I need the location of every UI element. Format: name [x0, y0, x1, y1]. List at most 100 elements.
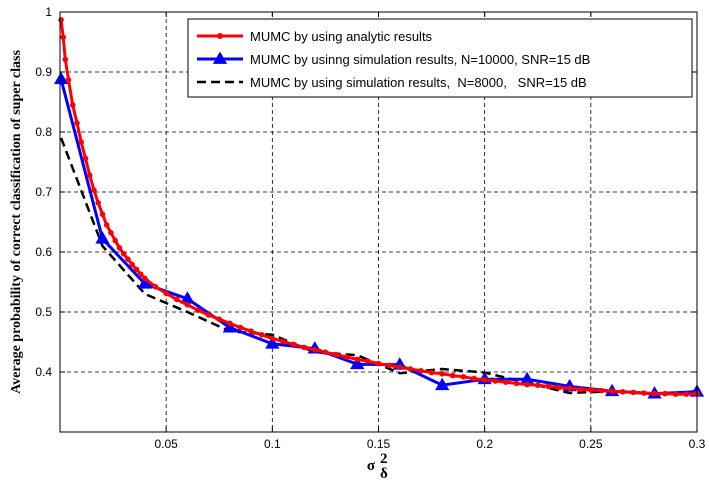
y-tick-labels: 0.4 0.5 0.6 0.7 0.8 0.9 1	[35, 5, 52, 379]
axis-ticks	[60, 11, 698, 432]
series-1-point	[683, 391, 690, 398]
series-1-point	[619, 389, 626, 395]
series-1-point	[125, 256, 131, 263]
legend-marker-1	[217, 33, 223, 39]
x-tick-label: 0.2	[476, 437, 493, 451]
x-axis-label: σ	[367, 458, 376, 474]
y-tick-label: 0.5	[35, 305, 52, 319]
series-1-point	[365, 358, 371, 365]
series-1-point	[524, 381, 530, 388]
series-1-point	[598, 387, 605, 394]
series-1-point	[137, 271, 144, 278]
series-1-point	[95, 200, 102, 206]
legend-label-2: MUMC by usinng simulation results, N=100…	[250, 52, 590, 67]
series-1-point	[641, 390, 647, 396]
x-axis-subscript: δ	[380, 466, 388, 482]
series-1-point	[577, 386, 584, 393]
series-1-point	[237, 324, 244, 331]
series-1-point	[258, 332, 265, 338]
y-tick-label: 0.8	[35, 125, 52, 139]
series-1-point	[492, 378, 499, 384]
series-1-point	[58, 17, 64, 23]
legend-label-3: MUMC by using simulation results, N=8000…	[250, 75, 587, 90]
x-tick-label: 0.15	[367, 437, 391, 451]
series-1-point	[375, 360, 382, 367]
series-2-point	[137, 276, 153, 289]
series-1-point	[588, 387, 594, 393]
series-1-point	[343, 354, 350, 360]
series-1-point	[513, 380, 520, 387]
series-1-point	[86, 172, 93, 178]
series-1	[58, 17, 700, 398]
series-1-point	[74, 120, 80, 126]
series-1-point	[216, 316, 223, 323]
x-axis-superscript: 2	[380, 451, 388, 467]
series-1-point	[103, 222, 110, 228]
series-1-point	[481, 377, 488, 383]
series-1-point	[163, 290, 169, 297]
series-2-point	[520, 371, 535, 385]
series-1-point	[112, 237, 119, 244]
series-1-point	[322, 349, 329, 356]
series-1-point	[120, 251, 127, 257]
series-layer	[53, 17, 705, 399]
series-2-point	[222, 320, 237, 333]
y-tick-label: 0.7	[35, 185, 52, 199]
series-1-point	[428, 369, 435, 376]
series-2-point	[265, 336, 280, 349]
series-1-point	[672, 391, 679, 398]
series-1-point	[386, 362, 392, 369]
series-1-point	[116, 245, 123, 251]
series-1-point	[566, 385, 573, 392]
series-1-point	[280, 338, 286, 345]
series-1-point	[99, 211, 106, 217]
series-1-point	[450, 372, 456, 379]
legend-marker-2	[212, 51, 228, 64]
x-axis-symbol: σ	[367, 458, 376, 474]
series-1-point	[62, 56, 69, 63]
series-1-point	[354, 356, 361, 363]
y-tick-label: 0.4	[35, 365, 52, 379]
series-1-point	[60, 34, 66, 40]
series-1-point	[108, 230, 114, 236]
series-1-point	[545, 383, 552, 390]
series-2-point	[53, 71, 69, 85]
series-1-point	[91, 187, 97, 193]
x-tick-label: 0.25	[579, 437, 603, 451]
series-1-point	[439, 371, 446, 377]
y-axis-label: Average probability of correct classific…	[9, 50, 24, 394]
x-tick-label: 0.1	[264, 437, 281, 451]
series-1-point	[195, 307, 201, 314]
series-1-point	[460, 374, 467, 380]
y-tick-label: 1	[45, 5, 52, 19]
series-1-point	[396, 364, 403, 371]
series-1-point	[534, 382, 541, 389]
legend-label-1: MUMC by using analytic results	[250, 29, 433, 44]
series-1-point	[269, 335, 276, 342]
series-1-point	[152, 284, 159, 290]
series-1-point	[78, 139, 85, 145]
x-tick-label: 0.3	[689, 437, 706, 451]
series-2-point	[95, 231, 110, 244]
series-1-point	[503, 379, 509, 386]
series-2-point	[350, 356, 365, 370]
series-2-point	[435, 377, 450, 391]
series-1-point	[65, 77, 72, 83]
series-1-point	[407, 366, 414, 372]
x-tick-label: 0.05	[154, 437, 178, 451]
series-1-point	[312, 347, 318, 353]
series-1-point	[129, 261, 135, 268]
series-1-point	[556, 384, 562, 391]
series-1-point	[142, 275, 148, 282]
series-1-point	[333, 351, 339, 358]
legend: MUMC by using analytic results MUMC by us…	[187, 18, 693, 98]
series-1-point	[651, 390, 658, 397]
series-1-point	[173, 296, 180, 303]
series-1-point	[82, 155, 89, 162]
series-1-point	[630, 389, 637, 396]
series-1-point	[248, 328, 254, 335]
series-1-point	[69, 102, 76, 108]
x-tick-labels: 0.05 0.1 0.15 0.2 0.25 0.3	[154, 437, 705, 451]
series-2-point	[180, 291, 195, 304]
